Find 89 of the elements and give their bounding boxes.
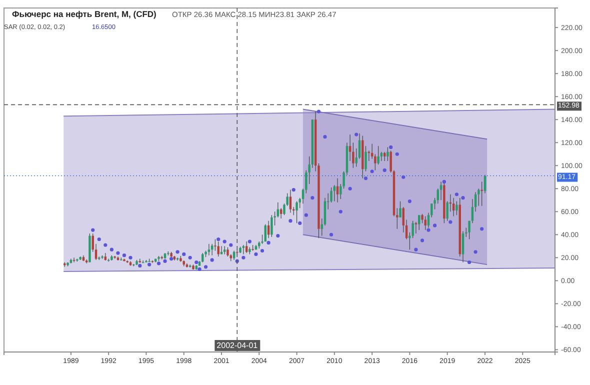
point <box>266 240 270 244</box>
candlestick <box>386 146 389 162</box>
point <box>304 213 308 217</box>
candlestick <box>202 252 204 263</box>
point <box>91 228 95 232</box>
candlestick <box>348 134 352 162</box>
point <box>148 262 152 266</box>
point <box>292 188 296 192</box>
point <box>204 265 208 269</box>
point <box>420 238 424 242</box>
point <box>408 199 412 204</box>
candlestick <box>364 146 367 172</box>
candlestick <box>424 216 426 230</box>
point <box>156 262 161 266</box>
point <box>474 250 478 254</box>
point <box>395 152 399 156</box>
point <box>414 248 418 252</box>
candlestick <box>440 181 442 200</box>
point <box>229 243 233 247</box>
point <box>198 267 202 271</box>
point <box>163 259 167 263</box>
point <box>442 180 446 184</box>
candlestick <box>462 230 464 263</box>
point <box>426 228 430 232</box>
candlestick <box>384 152 386 162</box>
point <box>480 227 484 231</box>
point <box>364 176 368 180</box>
point <box>354 132 358 136</box>
candlestick <box>380 152 383 162</box>
candlestick <box>289 189 292 214</box>
point <box>242 256 246 260</box>
point <box>323 135 327 139</box>
point <box>389 145 393 150</box>
point <box>382 168 386 172</box>
candlestick <box>217 241 220 257</box>
point <box>222 240 226 244</box>
point <box>138 264 142 268</box>
point <box>402 175 406 179</box>
candlestick <box>261 234 264 244</box>
chart-title: Фьючерс на нефть Brent, M, (CFD) <box>12 9 157 19</box>
point <box>288 219 292 223</box>
point <box>310 196 314 200</box>
point <box>194 260 198 264</box>
point <box>448 220 452 224</box>
candlestick <box>245 241 248 254</box>
candlestick <box>226 247 229 257</box>
point <box>329 232 334 236</box>
point <box>216 237 220 242</box>
point <box>176 250 180 254</box>
point <box>316 110 321 114</box>
candlestick <box>270 214 273 238</box>
point <box>370 170 374 174</box>
ref-line-label: 2002-04-01 <box>216 341 258 350</box>
candlestick <box>452 198 455 217</box>
point <box>433 224 437 228</box>
point <box>260 248 264 253</box>
candlestick <box>414 222 418 234</box>
point <box>248 240 252 244</box>
point <box>338 210 342 214</box>
candlestick <box>456 200 458 216</box>
candlestick <box>418 214 420 230</box>
point <box>97 237 101 242</box>
point <box>110 248 114 252</box>
candlestick <box>370 143 374 160</box>
point <box>298 221 302 225</box>
point <box>188 256 192 260</box>
point <box>348 186 352 190</box>
candlestick <box>72 257 76 263</box>
candlestick <box>480 181 483 206</box>
candlestick <box>484 174 486 194</box>
point <box>467 260 472 264</box>
point <box>454 192 459 196</box>
candlestick <box>296 200 298 224</box>
candlestick <box>208 244 210 256</box>
point <box>170 257 174 261</box>
candlestick <box>324 198 326 226</box>
candlestick <box>264 224 266 242</box>
candlestick <box>377 146 380 165</box>
point <box>276 234 280 238</box>
point <box>122 254 126 258</box>
candlestick <box>336 178 339 203</box>
point <box>128 256 132 260</box>
point <box>182 252 186 256</box>
point <box>254 252 258 256</box>
point <box>210 258 214 262</box>
point <box>116 251 120 255</box>
point <box>104 243 108 247</box>
point <box>461 196 465 200</box>
candlestick <box>242 244 245 255</box>
